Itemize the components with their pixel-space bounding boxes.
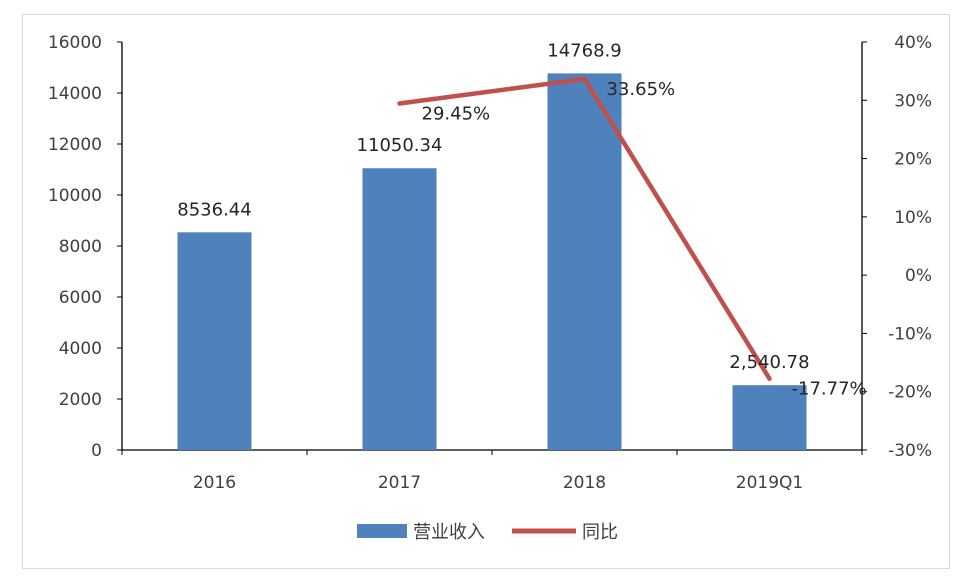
y-left-tick-label: 14000 — [48, 84, 102, 104]
legend-swatch-bar — [357, 524, 407, 538]
y-left-tick-label: 4000 — [59, 339, 102, 359]
bar-data-label: 14768.9 — [547, 40, 621, 61]
bar — [177, 232, 252, 450]
bar-data-label: 11050.34 — [357, 135, 443, 156]
x-tick-label: 2017 — [378, 473, 421, 493]
line-data-label: 29.45% — [422, 103, 491, 124]
y-left-tick-label: 16000 — [48, 33, 102, 53]
bar — [547, 73, 622, 450]
y-right-tick-label: -30% — [888, 441, 932, 461]
y-left-tick-label: 12000 — [48, 135, 102, 155]
line-data-label: 33.65% — [607, 79, 676, 100]
y-left-tick-label: 6000 — [59, 288, 102, 308]
axes: 0 2000 4000 6000 8000 10000 12000 14000 16000 -30… — [48, 33, 932, 493]
bar — [732, 385, 807, 450]
bar-series — [177, 73, 807, 451]
data-labels: 8536.44 11050.34 14768.9 2,540.78 29.45% 33.6… — [177, 40, 866, 399]
line-series — [397, 76, 772, 381]
y-right-tick-label: 30% — [894, 91, 932, 111]
x-tick-label: 2016 — [193, 473, 236, 493]
y-right-tick-label: -20% — [888, 383, 932, 403]
chart-frame — [22, 14, 950, 569]
bar-data-label: 2,540.78 — [729, 352, 809, 373]
legend-label-line: 同比 — [582, 522, 618, 543]
y-right-tick-label: 20% — [894, 150, 932, 170]
y-right-tick-label: 0% — [905, 266, 932, 286]
y-left-tick-label: 10000 — [48, 186, 102, 206]
y-right-tick-label: 10% — [894, 208, 932, 228]
legend-label-bar: 营业收入 — [413, 522, 485, 543]
bar-data-label: 8536.44 — [177, 199, 251, 220]
y-right-tick-label: 40% — [894, 33, 932, 53]
x-tick-label: 2019Q1 — [736, 473, 803, 493]
y-left-tick-label: 2000 — [59, 390, 102, 410]
y-left-tick-label: 8000 — [59, 237, 102, 257]
x-tick-label: 2018 — [563, 473, 606, 493]
line-data-label: -17.77% — [792, 379, 867, 400]
bar — [362, 168, 437, 451]
y-left-tick-label: 0 — [91, 441, 102, 461]
y-right-tick-label: -10% — [888, 324, 932, 344]
legend: 营业收入 同比 — [357, 522, 618, 543]
